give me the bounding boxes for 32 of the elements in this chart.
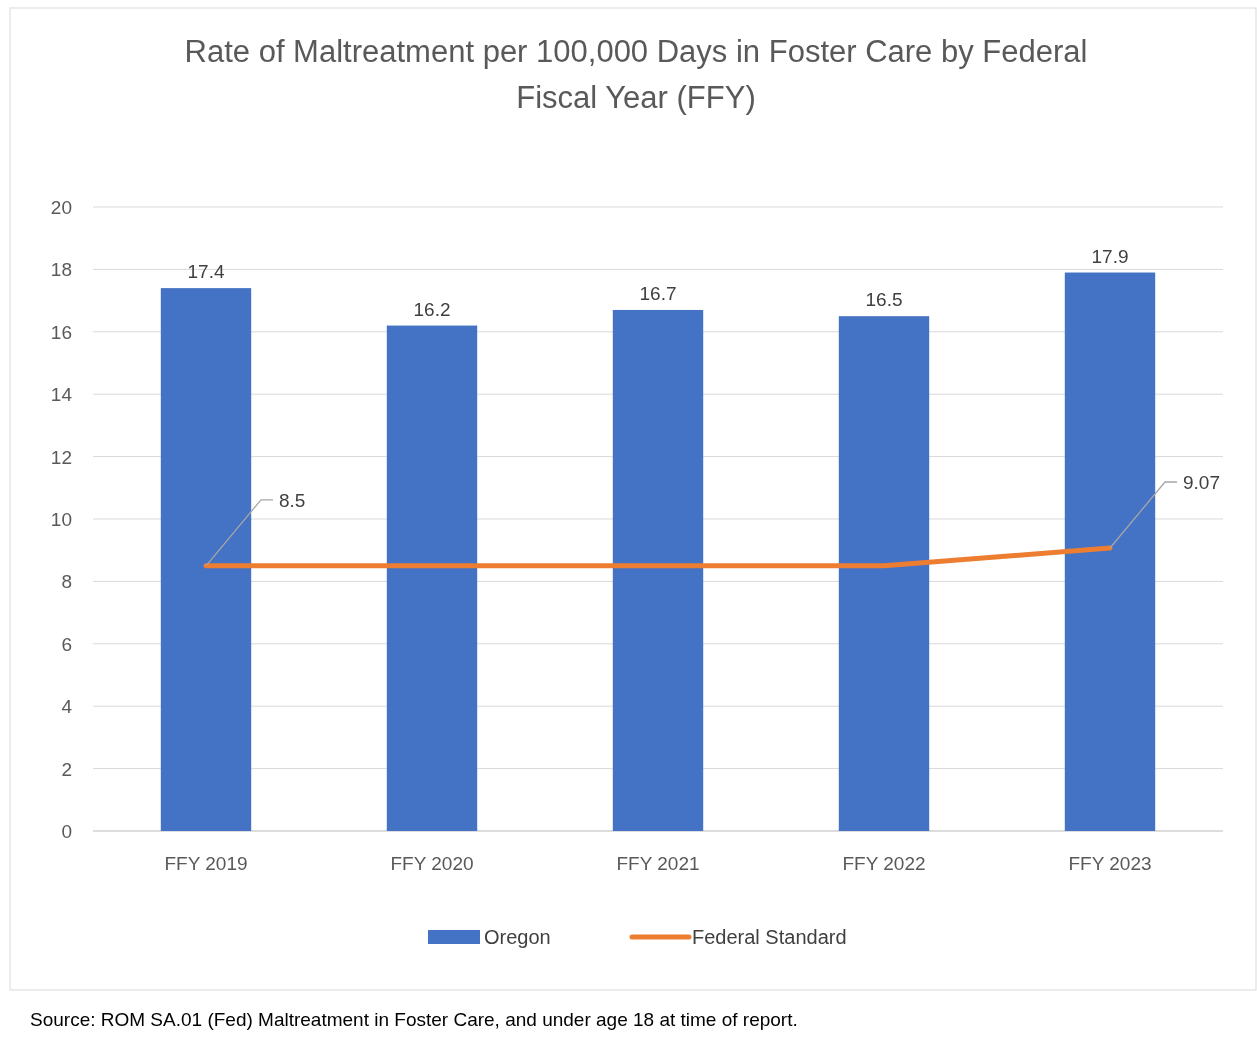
data-label: 16.7 (639, 282, 677, 304)
bar (612, 309, 704, 831)
legend-label: Federal Standard (692, 926, 847, 948)
y-tick-label: 18 (50, 259, 72, 281)
legend-label: Oregon (484, 926, 551, 948)
source-note: Source: ROM SA.01 (Fed) Maltreatment in Foster Care, and under age 18 at time of report. (30, 1009, 798, 1030)
y-tick-label: 4 (61, 696, 73, 718)
x-tick-label: FFY 2023 (1068, 853, 1152, 874)
y-tick-label: 12 (50, 446, 72, 468)
data-label: 16.2 (413, 298, 451, 320)
y-tick-label: 16 (50, 321, 72, 343)
y-tick-label: 20 (50, 197, 72, 218)
bar (838, 316, 930, 831)
bar (386, 325, 478, 831)
y-tick-label: 14 (50, 384, 73, 406)
data-label: 17.9 (1091, 245, 1129, 267)
y-tick-label: 6 (61, 633, 72, 655)
x-tick-label: FFY 2019 (164, 853, 248, 874)
data-label: 8.5 (279, 489, 306, 511)
chart-title: Rate of Maltreatment per 100,000 Days in Foster Care by Federal Fiscal Year (FFY) (184, 34, 1088, 115)
y-tick-label: 0 (61, 821, 72, 842)
x-tick-label: FFY 2020 (390, 853, 474, 874)
data-label: 16.5 (865, 289, 903, 311)
y-tick-label: 8 (61, 571, 72, 593)
data-label: 9.07 (1183, 472, 1220, 494)
x-tick-label: FFY 2022 (842, 853, 926, 874)
y-tick-label: 10 (50, 509, 72, 530)
bar (160, 288, 252, 831)
y-tick-label: 2 (61, 758, 72, 780)
x-tick-label: FFY 2021 (616, 853, 700, 874)
bar (1064, 272, 1156, 831)
data-label: 17.4 (187, 261, 225, 283)
